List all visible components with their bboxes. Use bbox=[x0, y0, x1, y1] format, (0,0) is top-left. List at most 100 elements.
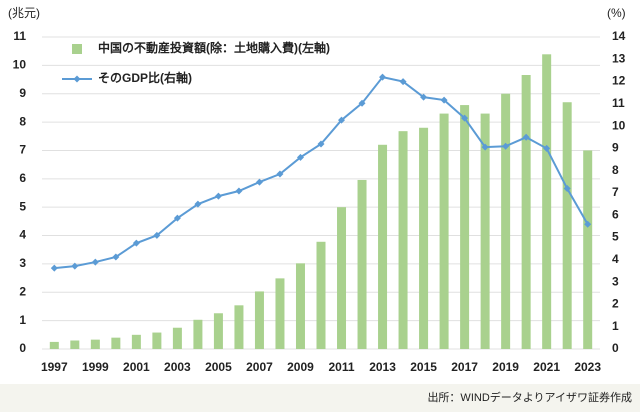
y-tick-label: 6 bbox=[19, 171, 26, 185]
line-marker bbox=[71, 262, 79, 270]
bar bbox=[70, 340, 80, 349]
bar bbox=[254, 291, 264, 349]
line-marker bbox=[420, 93, 428, 101]
y-tick-label: 9 bbox=[19, 86, 26, 100]
y2-tick-label: 1 bbox=[612, 319, 619, 333]
x-tick-label: 1997 bbox=[41, 360, 68, 374]
bar bbox=[419, 127, 429, 349]
y-tick-label: 5 bbox=[19, 199, 26, 213]
bar bbox=[49, 341, 59, 349]
bar bbox=[111, 337, 121, 349]
bar bbox=[480, 113, 490, 349]
line-marker bbox=[399, 78, 407, 86]
legend-label: 中国の不動産投資額(除：土地購入費)(左軸) bbox=[98, 40, 330, 55]
y-tick-label: 10 bbox=[13, 58, 27, 72]
y2-tick-label: 14 bbox=[612, 29, 626, 43]
bar bbox=[295, 263, 305, 349]
y2-tick-label: 0 bbox=[612, 341, 619, 355]
x-tick-label: 2019 bbox=[492, 360, 519, 374]
y-tick-label: 7 bbox=[19, 143, 26, 157]
line-marker bbox=[338, 116, 346, 124]
line-marker bbox=[440, 96, 448, 104]
line-marker bbox=[255, 178, 263, 186]
line-marker bbox=[50, 264, 58, 272]
y2-tick-label: 4 bbox=[612, 252, 619, 266]
legend-swatch bbox=[73, 75, 81, 83]
bar bbox=[439, 113, 449, 349]
line-marker bbox=[481, 143, 489, 151]
y2-unit: (%) bbox=[607, 6, 626, 20]
bar bbox=[562, 102, 572, 350]
y-unit: (兆元) bbox=[8, 6, 40, 20]
y-tick-label: 11 bbox=[13, 29, 26, 43]
line-marker bbox=[563, 185, 571, 193]
bar bbox=[542, 54, 552, 349]
legend-swatch bbox=[72, 44, 82, 54]
line-marker bbox=[91, 258, 99, 266]
y2-tick-label: 12 bbox=[612, 74, 626, 88]
line-marker bbox=[296, 153, 304, 161]
line-marker bbox=[194, 200, 202, 208]
y2-tick-label: 10 bbox=[612, 118, 626, 132]
x-tick-label: 2007 bbox=[246, 360, 273, 374]
x-tick-label: 2017 bbox=[451, 360, 478, 374]
y-tick-label: 8 bbox=[19, 114, 26, 128]
source-note: 出所：WINDデータよりアイザワ証券作成 bbox=[427, 390, 632, 404]
bar bbox=[378, 144, 388, 349]
y2-tick-label: 7 bbox=[612, 185, 619, 199]
legend-label: そのGDP比(右軸) bbox=[98, 70, 192, 85]
bar bbox=[316, 241, 326, 349]
line-marker bbox=[543, 144, 551, 152]
line-marker bbox=[461, 114, 469, 122]
bar bbox=[460, 105, 470, 349]
y-tick-label: 2 bbox=[19, 284, 26, 298]
bar bbox=[90, 339, 100, 349]
y2-tick-label: 2 bbox=[612, 297, 619, 311]
x-tick-label: 2021 bbox=[533, 360, 560, 374]
line-marker bbox=[584, 220, 592, 228]
bar bbox=[583, 150, 593, 349]
x-tick-label: 2003 bbox=[164, 360, 191, 374]
y2-tick-label: 9 bbox=[612, 141, 619, 155]
y-tick-label: 0 bbox=[19, 341, 26, 355]
bar bbox=[152, 332, 162, 349]
line-marker bbox=[235, 187, 243, 195]
y2-tick-label: 3 bbox=[612, 274, 619, 288]
line-marker bbox=[112, 253, 120, 261]
x-tick-label: 2009 bbox=[287, 360, 314, 374]
line-marker bbox=[132, 239, 140, 247]
bar bbox=[172, 327, 182, 349]
line-marker bbox=[173, 214, 181, 222]
y2-tick-label: 5 bbox=[612, 230, 619, 244]
x-tick-label: 2005 bbox=[205, 360, 232, 374]
x-tick-label: 1999 bbox=[82, 360, 109, 374]
footer-band bbox=[0, 384, 640, 412]
x-tick-label: 2015 bbox=[410, 360, 437, 374]
line-marker bbox=[379, 73, 387, 81]
line-marker bbox=[276, 170, 284, 178]
y2-tick-label: 11 bbox=[612, 96, 625, 110]
x-tick-label: 2013 bbox=[369, 360, 396, 374]
x-tick-label: 2001 bbox=[123, 360, 150, 374]
x-tick-label: 2011 bbox=[328, 360, 354, 374]
bar bbox=[193, 319, 203, 349]
y2-tick-label: 6 bbox=[612, 207, 619, 221]
bar bbox=[213, 313, 223, 349]
line-marker bbox=[153, 231, 161, 239]
y2-tick-label: 8 bbox=[612, 163, 619, 177]
line-marker bbox=[358, 99, 366, 107]
bar bbox=[521, 75, 531, 350]
y-tick-label: 4 bbox=[19, 228, 26, 242]
x-tick-label: 2023 bbox=[574, 360, 601, 374]
bar bbox=[275, 278, 285, 349]
line-marker bbox=[522, 133, 530, 141]
bar bbox=[398, 131, 408, 349]
bar bbox=[337, 207, 347, 349]
line-marker bbox=[317, 140, 325, 148]
y-tick-label: 1 bbox=[19, 313, 26, 327]
bar bbox=[234, 305, 244, 349]
y-tick-label: 3 bbox=[19, 256, 26, 270]
bar bbox=[131, 334, 141, 349]
line-marker bbox=[214, 192, 222, 200]
